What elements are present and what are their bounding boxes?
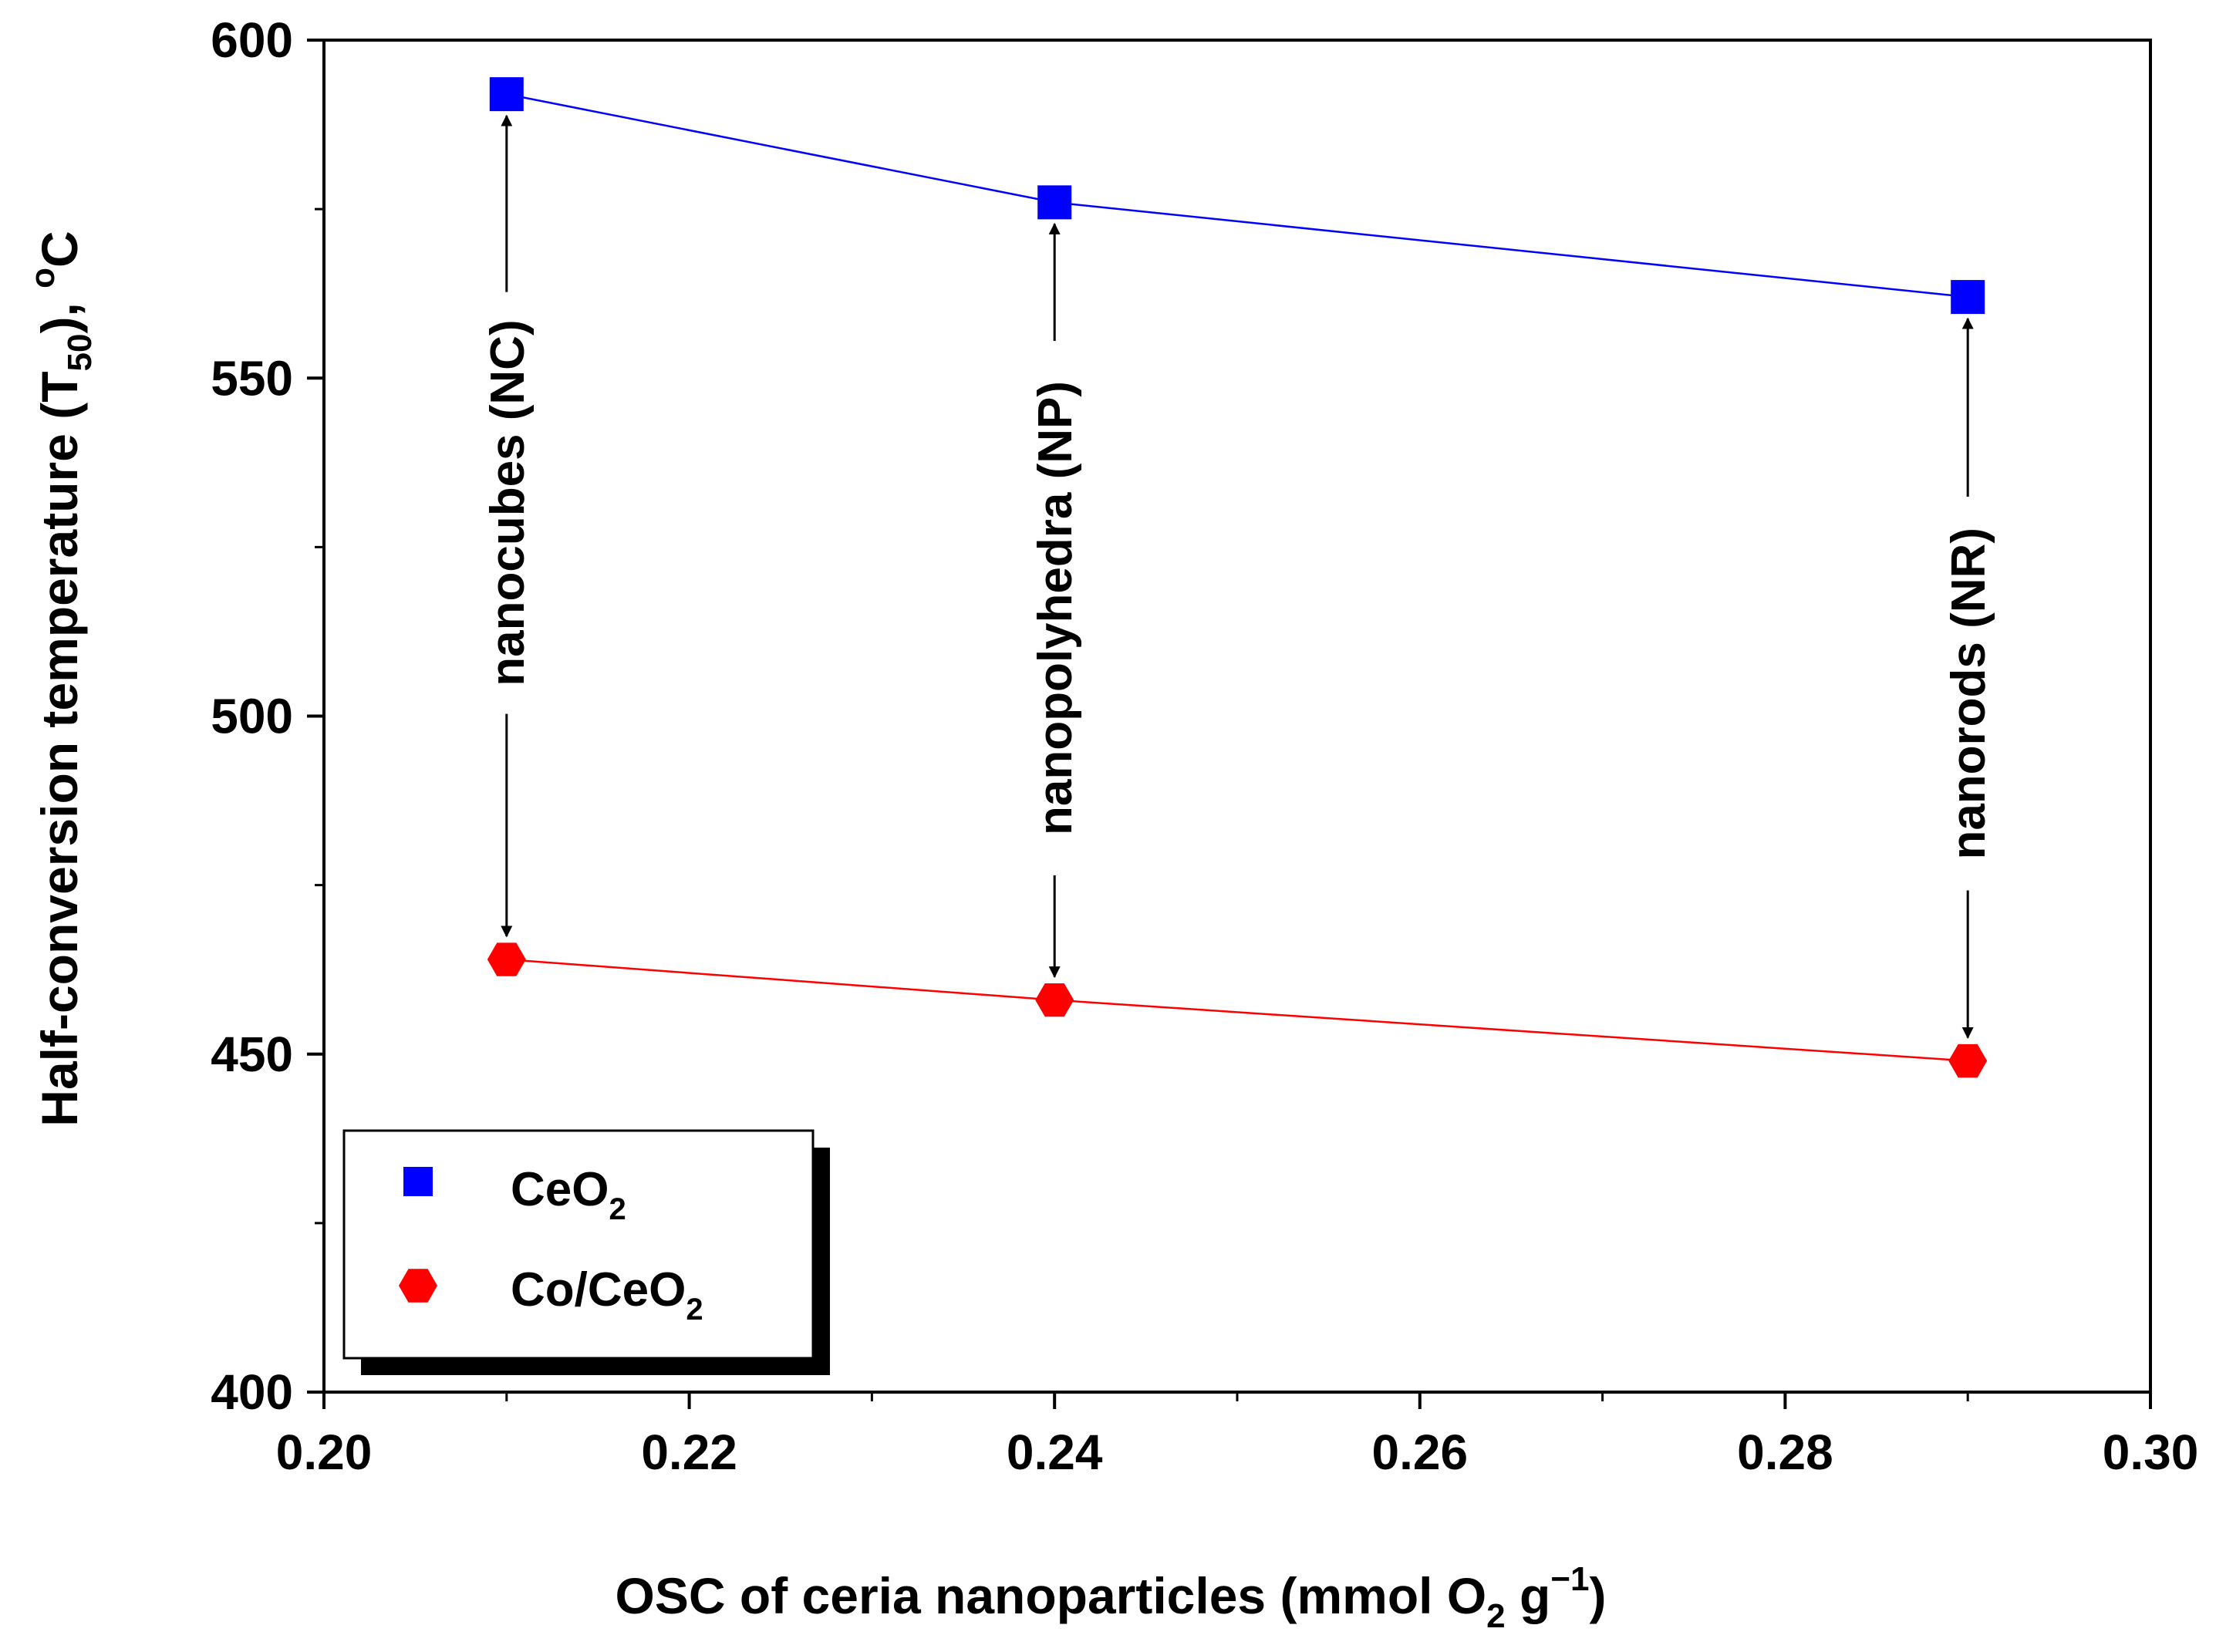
series-lines [506,93,1968,1062]
x-tick-label: 0.28 [1737,1424,1833,1480]
y-tick-label: 450 [211,1027,293,1082]
legend-label-ceo2: CeO2 [511,1163,626,1226]
x-tick-label: 0.26 [1372,1424,1469,1480]
x-tick-label: 0.20 [276,1424,373,1480]
y-tick-label: 400 [211,1364,293,1420]
x-tick-label: 0.22 [641,1424,737,1480]
x-axis-label: OSC of ceria nanoparticles (mmol O2 g−1) [616,1560,1607,1635]
annotation-label: nanocubes (NC) [481,319,535,686]
data-point [1951,280,1985,315]
y-tick-label: 600 [211,12,293,68]
data-point [1948,1043,1988,1078]
series-line [506,958,1968,1062]
x-tick-label: 0.24 [1007,1424,1103,1480]
legend-label-co-ceo2: Co/CeO2 [511,1263,703,1327]
x-tick-label: 0.30 [2103,1424,2199,1480]
data-point [487,942,526,976]
y-axis-label: Half-conversion temperature (T50), oC [24,231,99,1126]
y-axis: 400 450 500 550 600 [211,12,324,1420]
x-axis: 0.20 0.22 0.24 0.26 0.28 0.30 [276,1392,2199,1480]
data-point [1037,185,1072,220]
y-tick-label: 500 [211,689,293,744]
annotations: nanocubes (NC) nanopolyhedra (NP) nanorods… [481,114,1995,1040]
data-point [489,77,524,112]
legend-marker-co-ceo2 [399,1269,437,1303]
series-markers [487,77,1988,1078]
annotation-label: nanopolyhedra (NP) [1029,381,1082,835]
legend: CeO2 Co/CeO2 [342,1129,830,1375]
series-line [506,93,1968,298]
y-tick-label: 550 [211,350,293,406]
data-point [1035,983,1074,1017]
legend-marker-ceo2 [403,1167,433,1196]
annotation-label: nanorods (NR) [1942,528,1995,860]
